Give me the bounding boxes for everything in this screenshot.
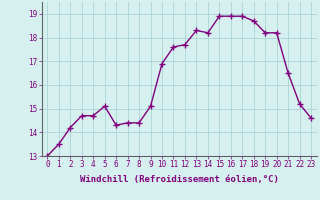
X-axis label: Windchill (Refroidissement éolien,°C): Windchill (Refroidissement éolien,°C) <box>80 175 279 184</box>
